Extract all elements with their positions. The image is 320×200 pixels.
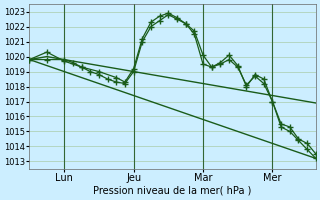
X-axis label: Pression niveau de la mer( hPa ): Pression niveau de la mer( hPa ) [93, 186, 252, 196]
